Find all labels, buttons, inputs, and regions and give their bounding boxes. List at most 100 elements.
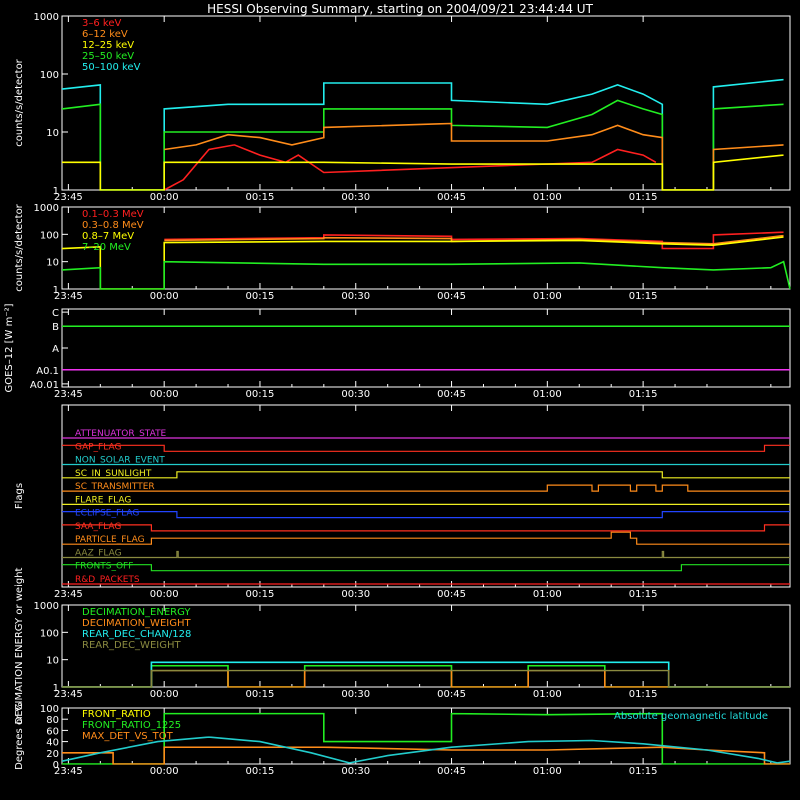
flag-line xyxy=(62,524,790,532)
flag-label: ECLIPSE_FLAG xyxy=(75,509,139,519)
y-tick-label: 100 xyxy=(40,704,59,715)
flag-label: SC_TRANSMITTER xyxy=(75,482,155,492)
time-tick-label: 00:15 xyxy=(246,389,275,400)
y-tick-label: 100 xyxy=(40,230,59,241)
legend-label: 3–6 keV xyxy=(82,18,121,29)
y-tick-label: B xyxy=(52,322,59,333)
time-tick-label: 23:45 xyxy=(54,291,83,302)
time-tick-label: 01:15 xyxy=(629,689,658,700)
time-tick-label: 00:15 xyxy=(246,766,275,777)
time-tick-label: 00:30 xyxy=(341,689,370,700)
legend-label: 0.1–0.3 MeV xyxy=(82,209,144,220)
legend-label: MAX_DET_VS_TOT xyxy=(82,731,174,742)
legend-label: REAR_DEC_WEIGHT xyxy=(82,640,181,651)
y-tick-label: A0.01 xyxy=(30,380,59,391)
flag-label: NON_SOLAR_EVENT xyxy=(75,456,165,466)
time-tick-label: 00:45 xyxy=(437,589,466,600)
time-tick-label: 00:30 xyxy=(341,291,370,302)
legend-label: DECIMATION_ENERGY xyxy=(82,607,191,618)
flag-line xyxy=(62,511,790,519)
time-tick-label: 23:45 xyxy=(54,766,83,777)
time-tick-label: 00:30 xyxy=(341,589,370,600)
flag-line xyxy=(62,471,790,479)
y-axis-label: GOES–12 [W m⁻²] xyxy=(4,303,15,392)
y-tick-label: 60 xyxy=(46,726,59,737)
y-tick-label: A xyxy=(52,344,59,355)
legend-label: 25–50 keV xyxy=(82,51,134,62)
y-tick-label: 100 xyxy=(40,70,59,81)
y-tick-label: C xyxy=(52,308,59,319)
y-axis-label: counts/s/detector xyxy=(14,203,25,291)
flag-label: SAA_FLAG xyxy=(75,522,121,532)
legend-label: 7–20 MeV xyxy=(82,242,131,253)
series-line xyxy=(62,155,784,190)
time-tick-label: 23:45 xyxy=(54,589,83,600)
flag-line xyxy=(62,564,790,572)
time-tick-label: 00:00 xyxy=(150,192,179,203)
y-tick-label: 1000 xyxy=(34,203,59,214)
flag-line xyxy=(62,484,790,492)
time-tick-label: 00:45 xyxy=(437,766,466,777)
time-tick-label: 00:45 xyxy=(437,291,466,302)
y-tick-label: 1 xyxy=(53,683,59,694)
series-line xyxy=(62,737,790,763)
time-tick-label: 00:15 xyxy=(246,689,275,700)
time-tick-label: 00:45 xyxy=(437,389,466,400)
panel1-frame xyxy=(61,15,791,191)
time-tick-label: 23:45 xyxy=(54,689,83,700)
series-line xyxy=(62,262,790,289)
panel2-group: 23:45 00:00 00:15 00:30 00:45 01:00 01:15 count… xyxy=(14,203,790,302)
y-axis-label: DECIMATION ENERGY or weight xyxy=(14,567,25,724)
panel5-frame xyxy=(61,604,791,688)
time-tick-label: 00:30 xyxy=(341,389,370,400)
panel4-frame xyxy=(61,404,791,588)
panel1-group: 23:45 00:00 00:15 00:30 00:45 01:00 01:15 count… xyxy=(14,12,791,203)
series-line xyxy=(62,747,790,764)
time-tick-label: 00:00 xyxy=(150,766,179,777)
chart-title: HESSI Observing Summary, starting on 200… xyxy=(207,2,593,16)
time-tick-label: 00:45 xyxy=(437,192,466,203)
flag-label: FRONTS_OFF xyxy=(75,562,133,572)
plot-panels: 23:45 00:00 00:15 00:30 00:45 01:00 01:15 count… xyxy=(4,12,790,777)
time-tick-label: 01:00 xyxy=(533,689,562,700)
legend-label: 0.3–0.8 MeV xyxy=(82,220,144,231)
legend-label: 6–12 keV xyxy=(82,29,128,40)
flag-line xyxy=(62,550,790,559)
y-tick-label: 10 xyxy=(46,656,59,667)
time-tick-label: 00:15 xyxy=(246,589,275,600)
y-tick-label: 40 xyxy=(46,738,59,749)
time-tick-label: 00:00 xyxy=(150,589,179,600)
y-tick-label: 10 xyxy=(46,128,59,139)
y-tick-label: 20 xyxy=(46,749,59,760)
y-axis-label: Flags xyxy=(14,483,25,509)
flag-label: SC_IN_SUNLIGHT xyxy=(75,469,152,479)
series-line xyxy=(62,666,790,687)
y-tick-label: 1 xyxy=(53,285,59,296)
panel6-group: 23:45 00:00 00:15 00:30 00:45 01:00 01:15 Degre… xyxy=(14,702,791,777)
legend-label: FRONT_RATIO xyxy=(82,709,151,720)
legend-label: 12–25 keV xyxy=(82,40,134,51)
time-tick-label: 01:15 xyxy=(629,389,658,400)
panel3-group: 23:45 00:00 00:15 00:30 00:45 01:00 01:15 GOES–… xyxy=(4,303,791,400)
time-tick-label: 01:15 xyxy=(629,192,658,203)
legend-label: DECIMATION_WEIGHT xyxy=(82,618,191,629)
time-tick-label: 00:30 xyxy=(341,766,370,777)
legend-label: REAR_DEC_CHAN/128 xyxy=(82,629,191,640)
time-tick-label: 00:00 xyxy=(150,689,179,700)
time-tick-label: 00:15 xyxy=(246,192,275,203)
y-tick-label: 1000 xyxy=(34,601,59,612)
time-tick-label: 00:45 xyxy=(437,689,466,700)
flag-label: PARTICLE_FLAG xyxy=(75,535,145,545)
time-tick-label: 01:00 xyxy=(533,766,562,777)
time-tick-label: 01:15 xyxy=(629,291,658,302)
legend-label: 50–100 keV xyxy=(82,62,141,73)
time-tick-label: 01:00 xyxy=(533,389,562,400)
flag-label: ATTENUATOR_STATE xyxy=(75,429,167,439)
y-tick-label: 0 xyxy=(53,760,59,771)
y-tick-label: 1000 xyxy=(34,12,59,23)
flag-label: R&D_PACKETS xyxy=(75,575,140,585)
y-tick-label: A0.1 xyxy=(36,366,59,377)
